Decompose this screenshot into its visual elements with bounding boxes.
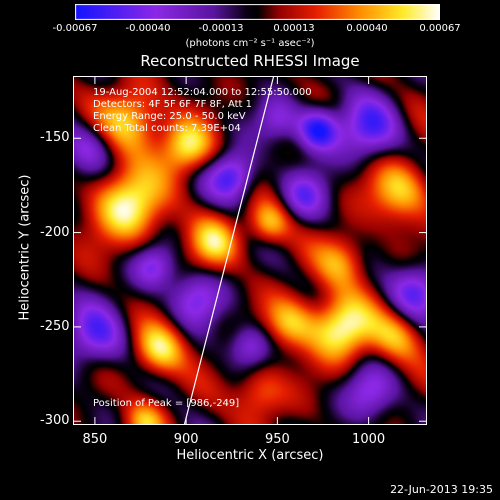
colorbar-tick-label: 0.00040 bbox=[346, 23, 388, 34]
plot-title: Reconstructed RHESSI Image bbox=[140, 52, 360, 70]
colorbar bbox=[75, 4, 440, 20]
solar-limb-line bbox=[183, 76, 275, 425]
y-tick-label: -250 bbox=[40, 318, 70, 334]
x-tick-label: 1000 bbox=[352, 432, 386, 447]
footer-date: 22-Jun-2013 19:35 bbox=[390, 483, 493, 496]
x-tick-label: 950 bbox=[264, 432, 290, 447]
plot-frame bbox=[73, 76, 427, 425]
plot-overlay bbox=[73, 76, 427, 425]
info-clean-counts: Clean Total counts: 7.39E+04 bbox=[93, 123, 241, 134]
y-axis-label: Heliocentric Y (arcsec) bbox=[17, 174, 33, 321]
x-tick-label: 900 bbox=[173, 432, 199, 447]
x-tick-label: 850 bbox=[82, 432, 108, 447]
y-tick-label: -150 bbox=[40, 130, 70, 146]
info-time-range: 19-Aug-2004 12:52:04.000 to 12:55:50.000 bbox=[93, 87, 312, 98]
colorbar-tick-label: 0.00013 bbox=[273, 23, 315, 34]
heatmap-image bbox=[73, 76, 427, 425]
x-axis-label: Heliocentric X (arcsec) bbox=[176, 448, 324, 463]
colorbar-unit-label: (photons cm⁻² s⁻¹ asec⁻²) bbox=[185, 38, 315, 49]
y-tick-label: -300 bbox=[40, 413, 70, 429]
colorbar-tick-label: 0.00067 bbox=[419, 23, 461, 34]
info-energy-range: Energy Range: 25.0 - 50.0 keV bbox=[93, 111, 246, 122]
info-detectors: Detectors: 4F 5F 6F 7F 8F, Att 1 bbox=[93, 99, 253, 110]
y-tick-label: -200 bbox=[40, 224, 70, 240]
colorbar-tick-label: -0.00067 bbox=[52, 23, 98, 34]
peak-position-label: Position of Peak = [986,-249] bbox=[93, 398, 240, 409]
colorbar-tick-label: -0.00040 bbox=[125, 23, 171, 34]
colorbar-tick-label: -0.00013 bbox=[198, 23, 244, 34]
